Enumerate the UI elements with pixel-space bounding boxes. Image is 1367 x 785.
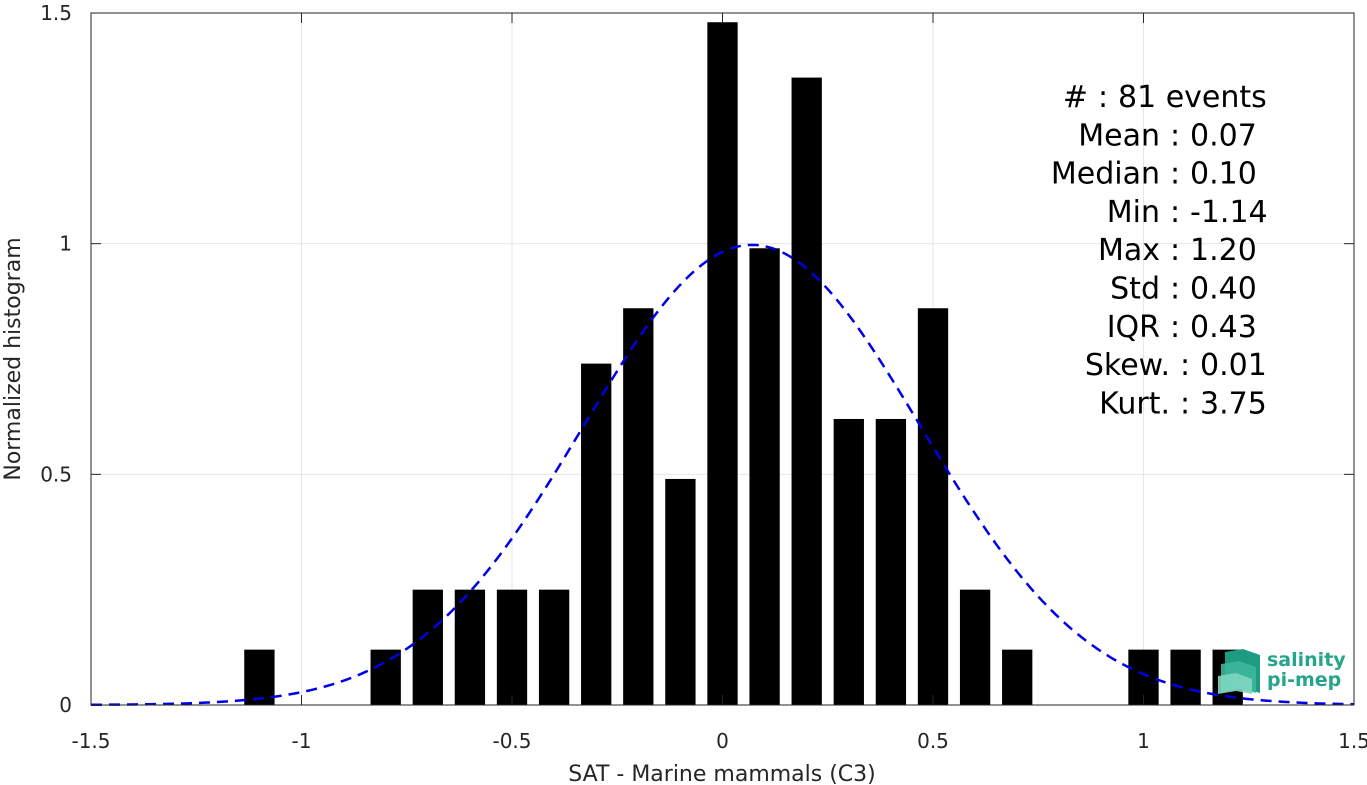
stat-label: Std xyxy=(1110,272,1160,307)
x-tick-label: 0.5 xyxy=(917,729,949,753)
histogram-bar xyxy=(538,589,570,705)
stat-value: 3.75 xyxy=(1200,386,1267,421)
logo-text-pimep: pi-mep xyxy=(1267,669,1341,691)
histogram-bar xyxy=(1170,649,1201,705)
stat-label: Max xyxy=(1098,233,1160,268)
stat-label: Kurt. xyxy=(1099,386,1170,421)
stat-label: Min xyxy=(1107,195,1160,230)
stat-label: # xyxy=(1063,80,1088,115)
y-tick-label: 0 xyxy=(59,693,72,717)
histogram-bar xyxy=(496,589,528,705)
histogram-bars xyxy=(244,22,1243,705)
histogram-bar xyxy=(959,589,991,705)
stat-label: Mean xyxy=(1078,118,1160,153)
stat-separator: : xyxy=(1170,233,1180,268)
x-tick-label: -0.5 xyxy=(492,729,531,753)
axis-ticks: -1.5 -1 -0.5 0 0.5 1 1.5 0 0.5 1 1.5 xyxy=(40,1,1367,753)
stat-separator: : xyxy=(1170,310,1180,345)
histogram-bar xyxy=(1002,649,1033,705)
histogram-bar xyxy=(833,418,864,705)
gaussian-fit-curve xyxy=(90,243,1355,707)
y-tick-label: 1.5 xyxy=(40,1,72,25)
y-tick-label: 1 xyxy=(59,232,72,256)
stat-value: 0.40 xyxy=(1190,272,1257,307)
stat-value: 0.10 xyxy=(1190,157,1257,192)
salinity-pimep-logo: salinity pi-mep xyxy=(1218,649,1346,694)
salinity-pimep-logo-icon xyxy=(1218,649,1260,694)
histogram-bar xyxy=(707,22,738,705)
y-axis-label: Normalized histogram xyxy=(1,237,26,480)
x-tick-label: -1 xyxy=(292,729,312,753)
stat-value: -1.14 xyxy=(1190,195,1268,230)
histogram-bar xyxy=(791,77,822,705)
histogram-bar xyxy=(665,478,696,705)
histogram-bar xyxy=(581,363,612,705)
stat-label: Median xyxy=(1051,157,1160,192)
stat-value: 0.01 xyxy=(1200,348,1267,383)
histogram-bar xyxy=(623,308,654,705)
x-tick-label: 1.5 xyxy=(1338,729,1367,753)
stat-label: IQR xyxy=(1107,310,1160,345)
stat-separator: : xyxy=(1180,348,1190,383)
logo-text-salinity: salinity xyxy=(1267,649,1346,671)
stat-value: 0.43 xyxy=(1190,310,1257,345)
stat-separator: : xyxy=(1170,118,1180,153)
histogram-bar xyxy=(370,649,401,705)
y-tick-label: 0.5 xyxy=(40,462,72,486)
stat-value: 0.07 xyxy=(1190,118,1257,153)
stat-label: Skew. xyxy=(1085,348,1170,383)
histogram-bar xyxy=(454,589,486,705)
histogram-bar xyxy=(749,248,780,705)
stat-separator: : xyxy=(1170,157,1180,192)
x-axis-label: SAT - Marine mammals (C3) xyxy=(568,762,876,785)
stat-separator: : xyxy=(1180,386,1190,421)
x-tick-label: -1.5 xyxy=(71,729,110,753)
stat-value: 81 events xyxy=(1118,80,1267,115)
x-tick-label: 1 xyxy=(1137,729,1150,753)
stat-separator: : xyxy=(1170,272,1180,307)
x-tick-label: 0 xyxy=(716,729,729,753)
stat-value: 1.20 xyxy=(1190,233,1257,268)
histogram-bar xyxy=(875,418,907,705)
histogram-bar xyxy=(917,308,949,705)
stat-separator: : xyxy=(1170,195,1180,230)
stat-separator: : xyxy=(1098,80,1108,115)
histogram-bar xyxy=(244,649,275,705)
histogram-bar xyxy=(412,589,443,705)
